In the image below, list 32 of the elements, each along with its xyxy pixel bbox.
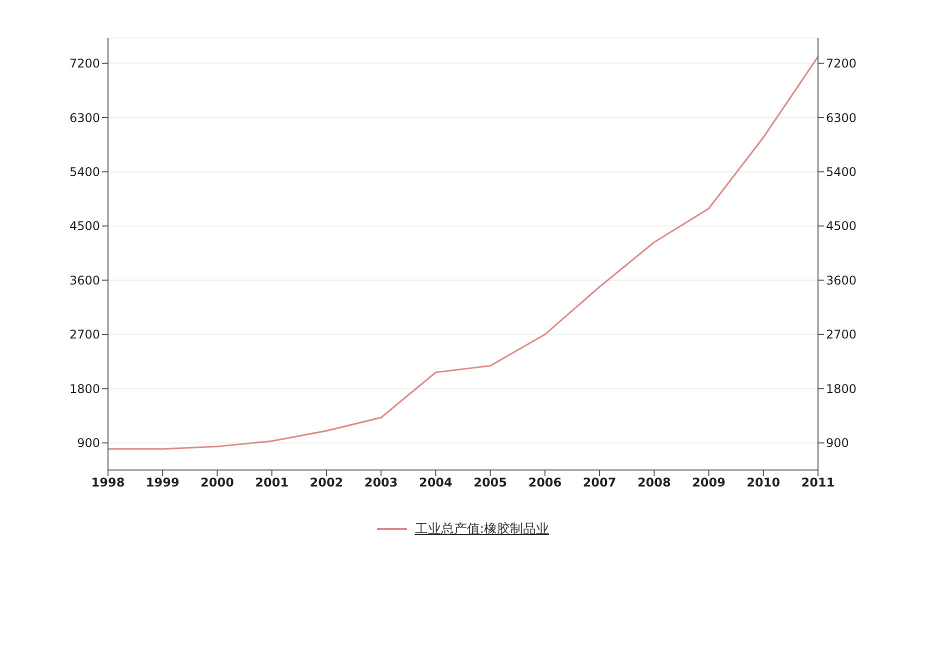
y2-tick-label: 1800 [826,382,857,396]
y2-tick-label: 2700 [826,328,857,342]
y2-tick-label: 4500 [826,219,857,234]
x-tick-label: 2010 [746,476,780,490]
x-tick-label: 1999 [146,476,180,490]
y2-tick-label: 7200 [826,56,857,71]
x-tick-label: 2002 [310,476,344,490]
y2-tick-label: 900 [826,436,849,450]
x-tick-label: 2011 [801,476,835,490]
y-tick-label: 7200 [69,56,100,71]
y-tick-label: 5400 [69,165,100,180]
x-tick-label: 2006 [528,476,562,490]
x-tick-label: 2005 [474,476,508,490]
y-tick-label: 6300 [69,110,100,125]
y-tick-label: 2700 [69,328,100,342]
y-tick-label: 4500 [69,219,100,234]
y2-tick-label: 6300 [826,110,857,125]
x-tick-label: 2008 [637,476,671,490]
x-tick-label: 2000 [200,476,234,490]
x-tick-label: 2009 [692,476,726,490]
y2-tick-label: 3600 [826,273,857,288]
x-tick-label: 2004 [418,476,452,490]
x-tick-label: 2003 [364,476,398,490]
x-tick-label: 1998 [91,476,125,490]
legend-label: 工业总产值:橡胶制品业 [414,521,550,538]
line-series [108,56,818,450]
x-tick-label: 2007 [582,476,616,490]
x-tick-label: 2001 [255,476,289,490]
y-tick-label: 900 [77,436,100,450]
y-tick-label: 3600 [69,273,100,288]
y-tick-label: 1800 [69,382,100,396]
y2-tick-label: 5400 [826,165,857,180]
